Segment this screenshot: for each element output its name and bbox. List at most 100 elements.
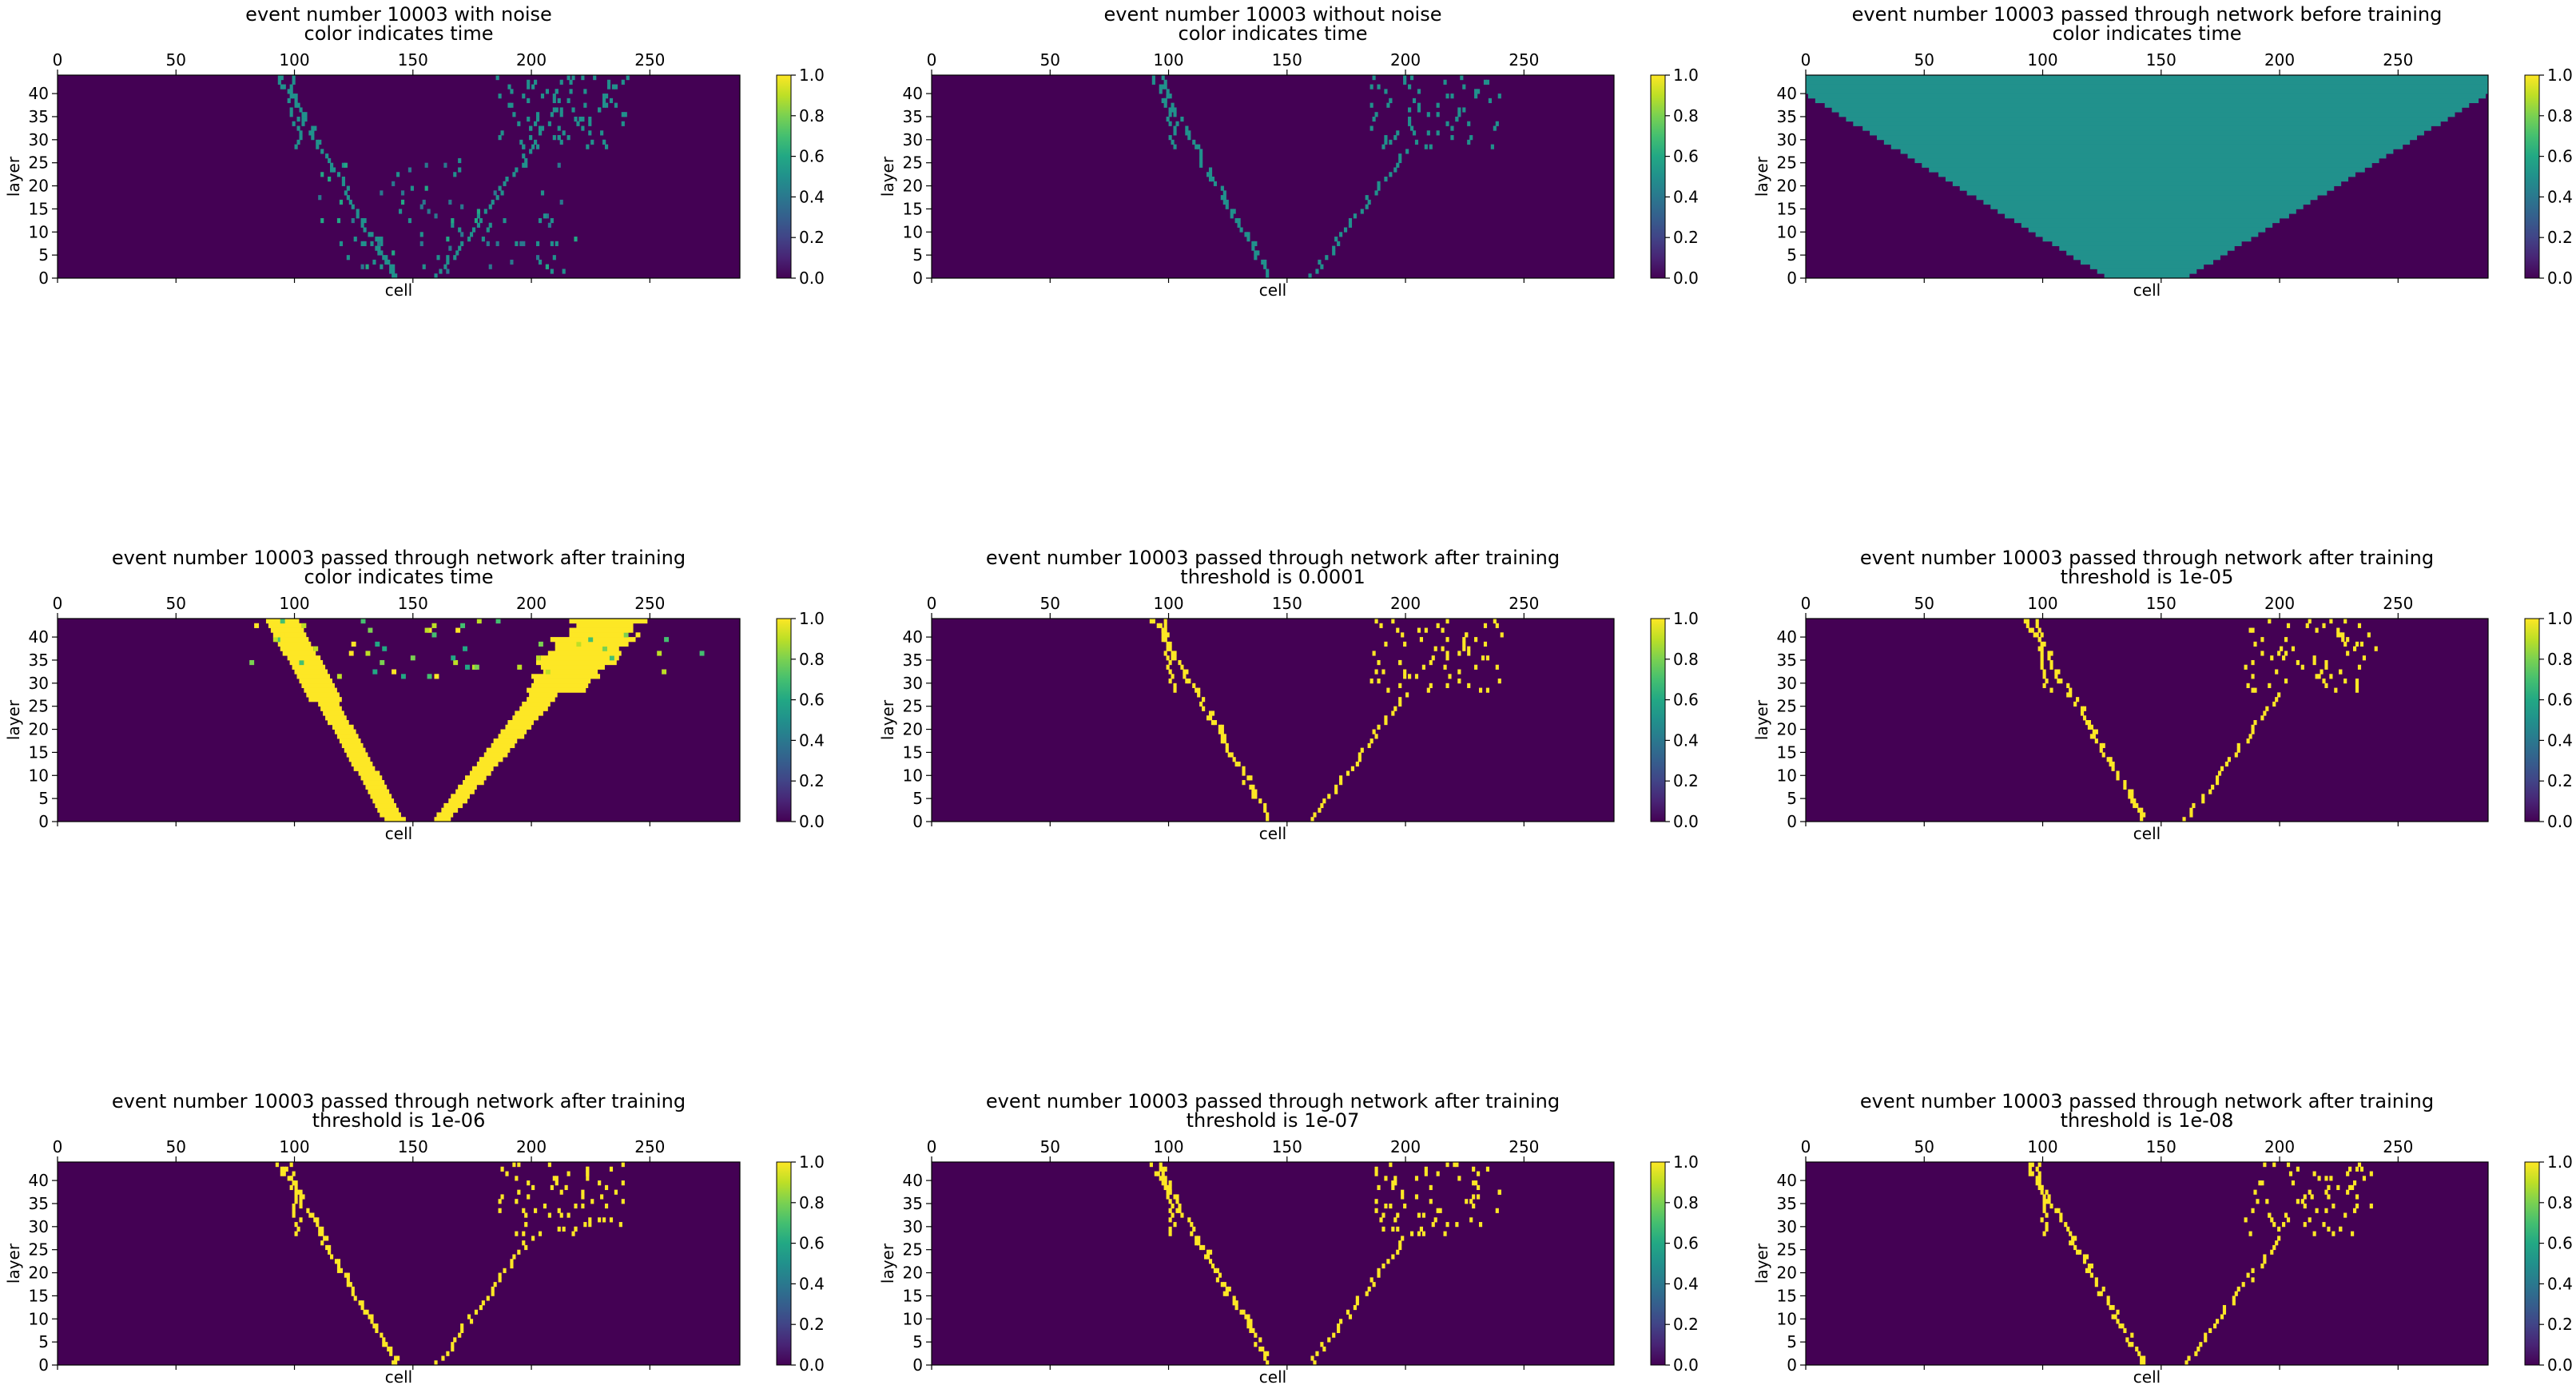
heatmap-cell xyxy=(538,217,543,224)
heatmap-cell xyxy=(2137,1351,2141,1356)
y-tick-label: 35 xyxy=(903,651,923,670)
heatmap-cell xyxy=(356,209,360,214)
heatmap-cell xyxy=(1474,664,1478,670)
heatmap-cell xyxy=(1377,185,1381,191)
heatmap-cell xyxy=(1429,659,1433,666)
heatmap-cell xyxy=(559,199,563,205)
heatmap-cell xyxy=(1234,761,1238,767)
heatmap-cell xyxy=(1168,659,1172,666)
heatmap-cell xyxy=(1500,632,1504,638)
heatmap-cell xyxy=(571,1231,575,1236)
x-tick-label: 250 xyxy=(1509,594,1539,613)
heatmap-cell xyxy=(400,190,405,196)
heatmap-cell xyxy=(531,683,589,688)
heatmap-cell xyxy=(1173,144,1177,149)
x-tick-label: 100 xyxy=(2027,1137,2057,1156)
heatmap-cell xyxy=(2133,802,2137,809)
colorbar-tick-label: 0.6 xyxy=(799,147,825,166)
heatmap-cell xyxy=(313,125,317,131)
y-tick-label: 0 xyxy=(912,269,923,288)
heatmap-cell xyxy=(382,255,386,261)
y-tick-label: 10 xyxy=(903,1309,923,1328)
y-axis-label: layer xyxy=(1752,699,1771,740)
heatmap-cell xyxy=(498,1277,502,1283)
heatmap-cell xyxy=(282,1166,286,1172)
heatmap-cell xyxy=(296,102,300,108)
heatmap-cell xyxy=(1173,112,1177,117)
heatmap-cell xyxy=(1348,222,1353,228)
heatmap-cell xyxy=(301,623,307,628)
x-tick-label: 250 xyxy=(2383,50,2413,70)
heatmap-cell xyxy=(2130,1332,2134,1338)
heatmap-cell xyxy=(2045,1189,2049,1195)
y-tick-label: 30 xyxy=(903,674,923,693)
heatmap-cell xyxy=(1346,770,1350,776)
heatmap-cell xyxy=(2322,679,2326,684)
heatmap-cell xyxy=(500,130,504,136)
heatmap-cell xyxy=(2329,674,2333,679)
heatmap-cell xyxy=(1417,627,1421,633)
heatmap-cell xyxy=(1495,623,1499,628)
heatmap-cell xyxy=(1322,798,1326,804)
heatmap-cell xyxy=(358,770,380,776)
heatmap-cells xyxy=(2028,1162,2373,1366)
heatmap-cell xyxy=(552,107,556,113)
heatmap-cell xyxy=(1396,627,1400,633)
heatmap-cell xyxy=(1197,687,1201,693)
heatmap-cell xyxy=(2222,1309,2227,1315)
heatmap-cell xyxy=(2351,1231,2355,1236)
x-tick-label: 0 xyxy=(53,1137,63,1156)
heatmap-cell xyxy=(1254,794,1258,799)
heatmap-cell xyxy=(569,632,626,638)
plot-subtitle: threshold is 1e-08 xyxy=(2061,1109,2234,1132)
colorbar-tick-label: 1.0 xyxy=(1673,1152,1699,1172)
heatmap-cell xyxy=(2270,655,2274,661)
heatmap-cell xyxy=(1159,1162,1163,1168)
heatmap-cell xyxy=(2286,1217,2291,1223)
heatmap-cell xyxy=(535,255,540,261)
heatmap-cell xyxy=(1381,1212,1385,1218)
heatmap-cell xyxy=(1225,747,1229,753)
heatmap-cell xyxy=(2192,802,2196,809)
heatmap-cell xyxy=(2315,627,2319,633)
heatmap-cell xyxy=(289,94,293,99)
y-tick-label: 0 xyxy=(912,812,923,831)
heatmap-cell xyxy=(275,1162,279,1168)
heatmap-cell xyxy=(2078,1249,2082,1255)
heatmap-cell xyxy=(1419,1226,1423,1232)
heatmap-cell xyxy=(292,1203,296,1209)
heatmap-cell xyxy=(2035,619,2039,624)
heatmap-cell xyxy=(346,185,350,191)
heatmap-cell xyxy=(453,172,457,177)
heatmap-cell xyxy=(1161,98,1165,104)
heatmap-cell xyxy=(2042,1194,2046,1200)
heatmap-cell xyxy=(1493,619,1497,624)
heatmap-cell xyxy=(602,102,606,108)
heatmap-cell xyxy=(2236,742,2240,749)
heatmap-cell xyxy=(443,802,463,809)
heatmap-cell xyxy=(363,217,367,224)
heatmap-cell xyxy=(375,802,397,809)
heatmap-cell xyxy=(1369,679,1373,684)
y-tick-label: 20 xyxy=(1777,177,1797,196)
x-axis-label: cell xyxy=(385,281,412,300)
heatmap-cell xyxy=(365,651,371,656)
heatmap-cell xyxy=(1339,775,1343,781)
heatmap-cell xyxy=(527,116,531,122)
heatmap-cell xyxy=(2082,1254,2087,1260)
heatmap-cell xyxy=(353,237,357,242)
heatmap-cell xyxy=(2196,1346,2200,1352)
heatmap-cell xyxy=(529,149,533,154)
heatmap-cell xyxy=(522,153,526,159)
heatmap-cell xyxy=(574,237,578,242)
heatmap-cell xyxy=(292,1208,296,1213)
heatmap-cell xyxy=(2359,1166,2364,1172)
heatmap-cell xyxy=(1183,674,1187,679)
heatmap-cell xyxy=(2130,789,2134,794)
heatmap-cells xyxy=(275,1162,625,1366)
heatmap-cell xyxy=(1455,116,1459,122)
heatmap-cell xyxy=(1457,651,1461,656)
y-tick-label: 15 xyxy=(29,199,49,218)
heatmap-cell xyxy=(1426,687,1430,693)
